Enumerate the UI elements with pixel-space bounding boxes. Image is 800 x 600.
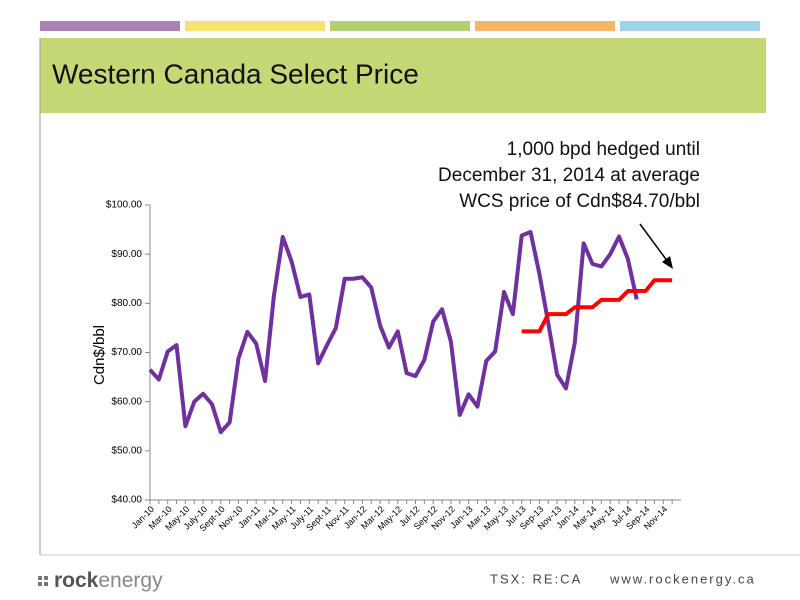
annotation-line: WCS price of Cdn$84.70/bbl: [459, 191, 700, 212]
y-tick-label: $50.00: [111, 445, 142, 456]
logo-rock: rock: [54, 569, 99, 592]
title-band: [40, 38, 766, 113]
logo-icon: [44, 576, 48, 580]
y-tick-label: $60.00: [111, 396, 142, 407]
logo: rockenergy: [38, 569, 163, 592]
y-tick-label: $90.00: [111, 249, 142, 260]
annotation-line: 1,000 bpd hedged until: [507, 139, 700, 160]
series-line: [148, 230, 639, 435]
y-tick-label: $100.00: [106, 200, 143, 211]
logo-icon: [44, 582, 48, 586]
arrow-head: [662, 256, 673, 269]
url: www.rockenergy.ca: [609, 571, 756, 586]
color-bar: [40, 21, 180, 31]
color-bar: [475, 21, 615, 31]
y-axis-label: Cdn$/bbl: [91, 325, 108, 385]
series-line: [521, 278, 673, 334]
color-bar: [620, 21, 760, 31]
arrow: [639, 223, 669, 263]
slide-title: Western Canada Select Price: [52, 58, 419, 89]
logo-energy: energy: [98, 569, 163, 592]
y-tick-label: $80.00: [111, 298, 142, 309]
annotation: 1,000 bpd hedged until December 31, 2014…: [438, 139, 700, 212]
y-tick-label: $70.00: [111, 347, 142, 358]
color-bar: [185, 21, 325, 31]
logo-icon: [38, 582, 42, 586]
logo-icon: [38, 576, 42, 580]
annotation-line: December 31, 2014 at average: [438, 165, 700, 186]
logo-text: rockenergy: [54, 569, 163, 592]
ticker: TSX: RE:CA: [490, 571, 582, 586]
color-bar: [330, 21, 470, 31]
y-tick-label: $40.00: [111, 495, 142, 506]
